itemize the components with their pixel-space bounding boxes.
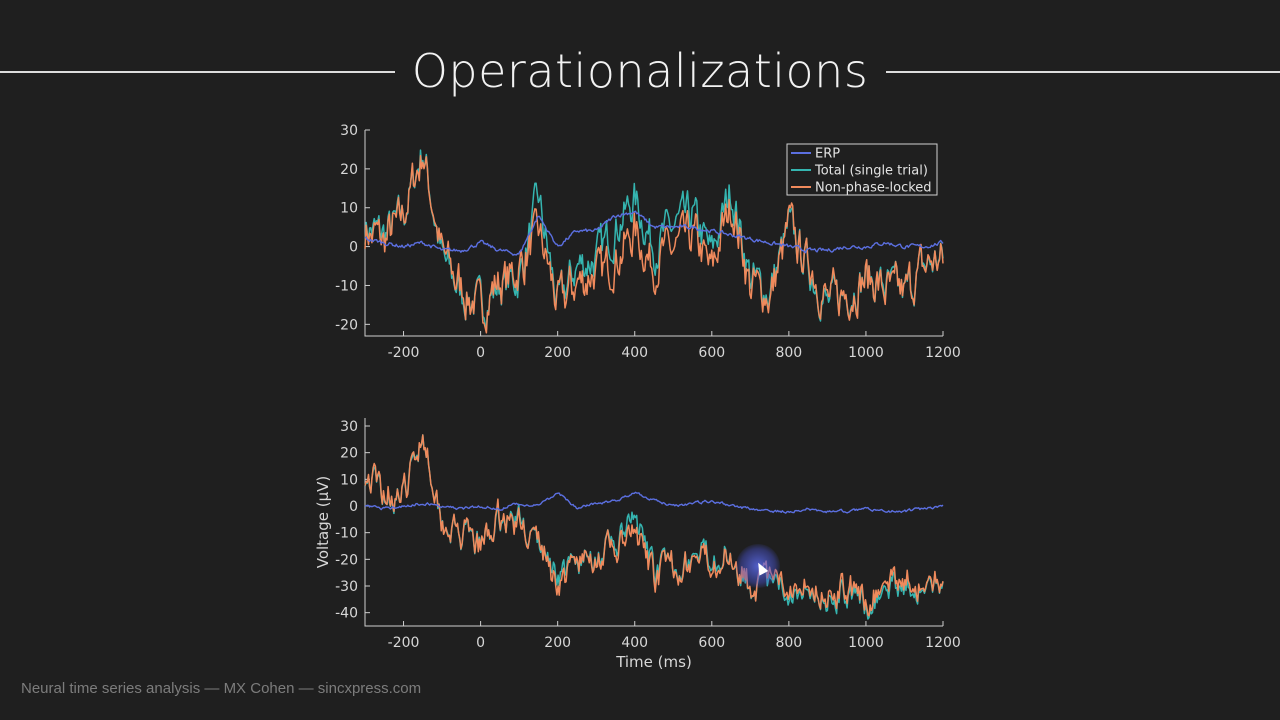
- x-tick-label: -200: [388, 345, 420, 361]
- y-tick-label: -10: [335, 278, 358, 294]
- chart-bottom: -200 0 200 400 600 800 1000 1200 -40 -30 -20 -10 0 10…: [314, 418, 961, 671]
- y-tick-label: -40: [335, 606, 358, 622]
- axis-lines: [364, 130, 943, 337]
- legend-box: [786, 143, 938, 196]
- chart-top: -200 0 200 400 600 800 1000 1200 -20 -10 0 10 20 30 ER…: [335, 123, 961, 361]
- legend: ERP Total (single trial) Non-phase-locked: [786, 143, 938, 196]
- x-tick-label: -200: [388, 635, 420, 651]
- title-rule-right: [886, 71, 1280, 73]
- x-tick-label: 800: [775, 345, 802, 361]
- x-tick-label: 600: [698, 345, 725, 361]
- x-axis-title: Time (ms): [615, 653, 692, 671]
- y-tick-label: 30: [340, 419, 358, 435]
- x-tick-label: 200: [544, 345, 571, 361]
- y-tick-label: 10: [340, 472, 358, 488]
- x-tick-label: 800: [775, 635, 802, 651]
- x-tick-label: 1000: [848, 345, 884, 361]
- legend-entry: Total (single trial): [814, 164, 928, 179]
- y-tick-label: -20: [335, 552, 358, 568]
- y-tick-label: 20: [340, 446, 358, 462]
- legend-entry: ERP: [815, 147, 840, 162]
- x-tick-label: 600: [698, 635, 725, 651]
- slide-title: Operationalizations: [411, 44, 869, 98]
- title-rule-left: [0, 71, 395, 73]
- y-tick-label: 0: [349, 499, 358, 515]
- y-tick-label: 10: [340, 201, 358, 217]
- legend-entry: Non-phase-locked: [815, 181, 932, 196]
- y-tick-label: -20: [335, 317, 358, 333]
- axis-lines: [364, 418, 943, 627]
- cursor-highlight: [736, 544, 780, 588]
- series-line-non-phase-locked: [364, 155, 944, 334]
- y-axis-title: Voltage (μV): [314, 476, 332, 569]
- series-line-non-phase-locked: [364, 434, 944, 617]
- x-tick-label: 200: [544, 635, 571, 651]
- x-tick-label: 0: [476, 635, 485, 651]
- y-tick-label: -30: [335, 579, 358, 595]
- footer-credit: Neural time series analysis — MX Cohen —…: [21, 680, 422, 697]
- series-line-erp: [365, 210, 944, 256]
- y-tick-label: 30: [340, 123, 358, 139]
- x-tick-label: 400: [621, 635, 648, 651]
- y-tick-label: 20: [340, 162, 358, 178]
- x-tick-label: 1200: [925, 345, 961, 361]
- x-tick-label: 1200: [925, 635, 961, 651]
- x-tick-label: 0: [476, 345, 485, 361]
- x-tick-label: 400: [621, 345, 648, 361]
- y-tick-label: 0: [349, 240, 358, 256]
- series-line-erp: [364, 491, 944, 514]
- y-tick-label: -10: [335, 526, 358, 542]
- x-tick-label: 1000: [848, 635, 884, 651]
